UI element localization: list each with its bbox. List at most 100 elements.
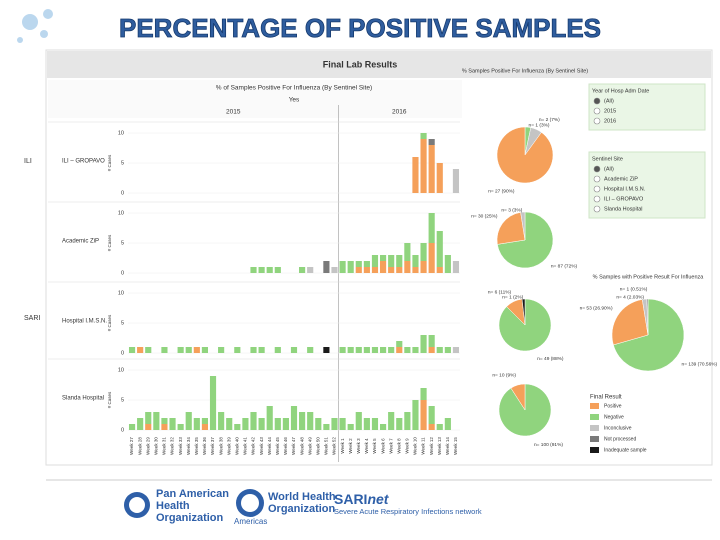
x-tick-label: Week 35 [194,437,199,455]
legend-swatch [590,403,599,409]
filter-option[interactable]: (All) [604,166,614,172]
bar-segment [412,347,419,353]
bar-segment [444,255,451,273]
bar-segment [299,267,306,273]
logo-text: World Health [268,491,336,503]
bar-segment [420,133,427,139]
x-tick-label: Week 51 [324,437,329,455]
bar-segment [315,418,322,430]
x-tick-label: Week 30 [154,437,159,455]
bar-segment [428,335,435,347]
filter-option[interactable]: Hospital I.M.S.N. [604,186,646,192]
y-tick-label: 10 [118,367,124,373]
radio[interactable] [593,117,601,125]
bar-segment [234,424,241,430]
facet-label: Slanda Hospital [62,396,104,402]
x-tick-label: Week 42 [251,437,256,455]
bar-segment [185,347,192,353]
bar-segment [379,255,387,261]
bar-segment [363,418,370,430]
bar-segment [412,157,419,193]
x-tick-label: Week 45 [275,437,280,455]
bar-segment [355,261,362,267]
y-tick-label: 0 [121,190,124,196]
x-tick-label: Week 15 [453,437,458,455]
bar-segment [396,347,403,353]
x-tick-label: Week 46 [283,437,288,455]
bar-segment [388,267,395,273]
bar-segment [153,412,160,430]
bar-segment [128,347,136,353]
radio[interactable] [593,97,601,105]
logo-text: SARInet [334,491,390,507]
facet-label: Academic ZiP [62,239,99,245]
radio[interactable] [593,107,601,115]
group-label: ILI [24,158,32,165]
legend-swatch [590,447,599,453]
legend-swatch [590,436,599,442]
bar-segment [371,255,379,267]
bar-segment [250,347,257,353]
bar-segment [339,418,346,430]
filter-option[interactable]: ILI – GROPAVO [604,196,644,202]
logo-text: net [367,491,389,507]
x-tick-label: Week 27 [129,437,134,455]
x-tick-label: Week 13 [437,437,442,455]
radio[interactable] [593,175,601,183]
y-tick-label: 0 [121,270,124,276]
radio[interactable] [593,195,601,203]
legend-label: Inconclusive [604,425,632,431]
legend-label: Positive [604,403,622,409]
filter-option[interactable]: Academic ZiP [604,176,638,182]
pie-label: n= 1 (0.51%) [620,286,648,292]
filter-option[interactable]: (All) [604,98,614,104]
bar-segment [137,418,144,430]
bar-segment [420,388,427,400]
bar-segment [420,261,427,273]
bar-segment [396,255,403,267]
bar-segment [420,335,427,353]
bar-segment [323,424,330,430]
bar-segment [436,163,443,193]
bar-segment [242,418,249,430]
pie-label: n= 100 (91%) [534,442,563,448]
bar-segment [193,347,200,353]
bar-segment [185,412,192,430]
radio[interactable] [593,165,601,173]
x-tick-label: Week 31 [162,437,167,455]
bar-segment [161,424,168,430]
x-tick-label: Week 38 [218,437,223,455]
pie-label: n= 30 (25%) [471,213,498,219]
bar-segment [201,347,209,353]
legend-label: Not processed [604,436,636,442]
bar-segment [250,412,257,430]
filter-option[interactable]: 2015 [604,108,616,114]
bar-segment [379,261,387,273]
filter-option[interactable]: 2016 [604,118,616,124]
bar-segment [258,347,265,353]
y-tick-label: 0 [121,427,124,433]
bar-segment [331,267,338,273]
x-tick-label: Week 3 [356,438,361,454]
bar-segment [355,347,362,353]
x-tick-label: Week 32 [170,437,175,455]
filter-title: Sentinel Site [592,156,623,162]
x-tick-label: Week 37 [210,437,215,455]
radio[interactable] [593,205,601,213]
x-tick-label: Week 9 [405,438,410,454]
y-axis-label: # Cases [107,314,112,331]
pie-label: n= 49 (88%) [537,356,564,362]
bar-segment [169,418,176,430]
x-tick-label: Week 14 [445,437,450,455]
filter-option[interactable]: Slanda Hospital [604,206,643,212]
bar-segment [420,400,427,430]
bar-segment [258,418,265,430]
pie-slice [521,298,526,326]
bar-segment [218,347,225,353]
panel-header [48,80,462,118]
pie-title: % Samples Positive For Influenza (By Sen… [462,68,588,74]
bar-segment [177,424,184,430]
bar-segment [420,139,427,193]
radio[interactable] [593,185,601,193]
x-tick-label: Week 2 [348,438,353,454]
